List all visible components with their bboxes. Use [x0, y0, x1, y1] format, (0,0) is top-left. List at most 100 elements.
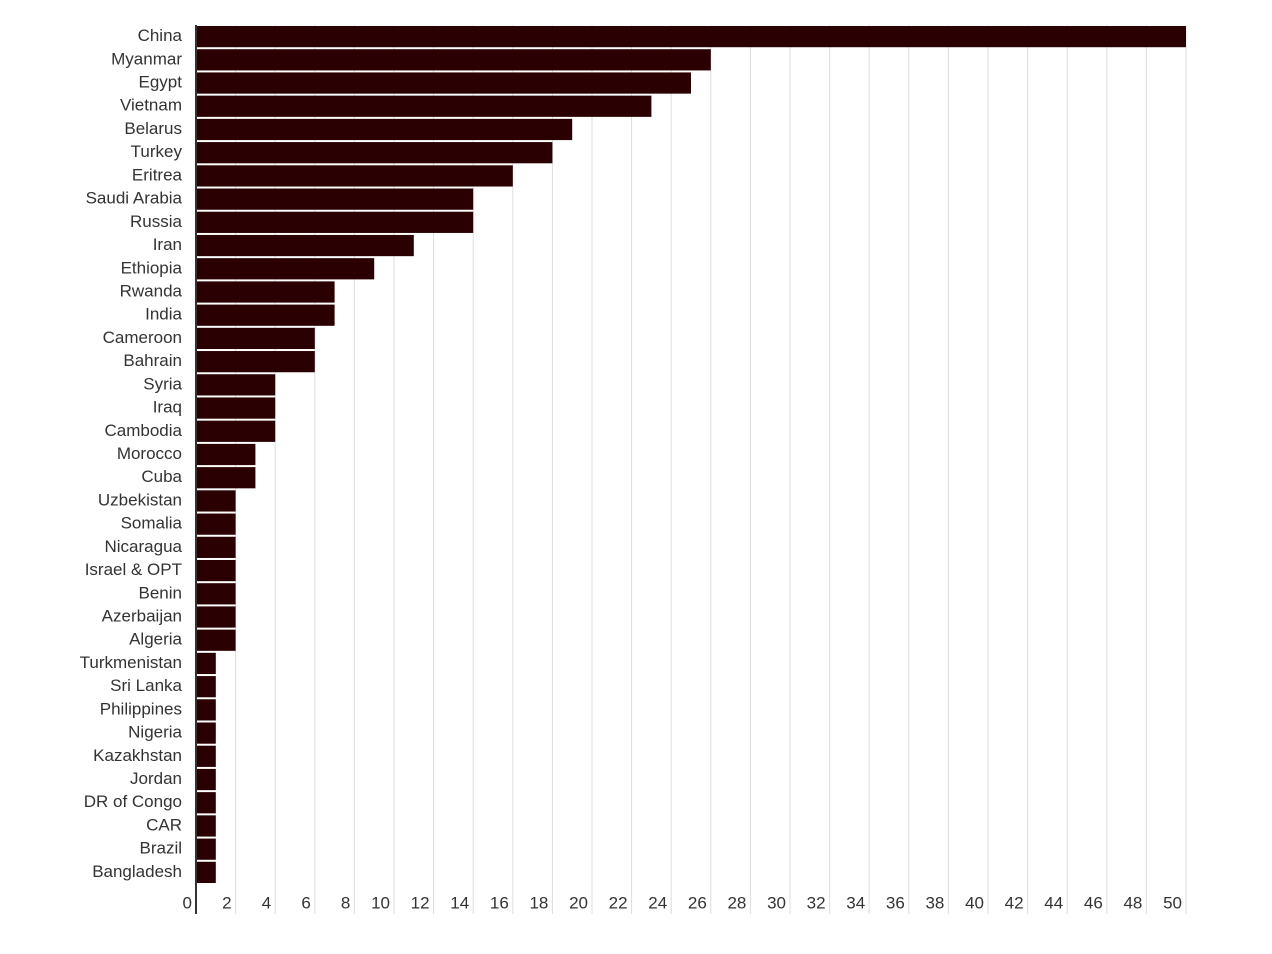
bar — [196, 838, 216, 860]
y-tick-label: Algeria — [129, 630, 182, 649]
bar — [196, 467, 256, 489]
bar — [196, 420, 276, 442]
x-tick-label: 14 — [450, 893, 469, 912]
bar — [196, 188, 474, 210]
x-tick-label: 28 — [727, 893, 746, 912]
y-tick-label: Vietnam — [120, 96, 182, 115]
y-tick-label: Iraq — [153, 398, 182, 417]
y-tick-label: Nigeria — [128, 723, 182, 742]
y-tick-label: Myanmar — [111, 49, 182, 68]
x-tick-label: 42 — [1005, 893, 1024, 912]
bar — [196, 768, 216, 791]
bar — [196, 281, 335, 303]
y-tick-label: Somalia — [121, 514, 183, 533]
x-tick-label: 36 — [886, 893, 905, 912]
x-tick-label: 46 — [1084, 893, 1103, 912]
y-tick-label: Turkmenistan — [80, 653, 182, 672]
y-tick-label: Morocco — [117, 444, 182, 463]
y-tick-label: Brazil — [139, 839, 182, 858]
x-tick-label: 38 — [925, 893, 944, 912]
y-tick-label: Cameroon — [103, 328, 182, 347]
bar — [196, 815, 216, 837]
y-tick-label: Bahrain — [123, 351, 182, 370]
y-tick-label: China — [138, 26, 183, 45]
bar — [196, 559, 236, 582]
y-tick-label: Eritrea — [132, 165, 183, 184]
bar — [196, 49, 711, 71]
y-tick-label: Philippines — [100, 699, 182, 718]
bar — [196, 258, 375, 280]
bar — [196, 583, 236, 605]
bar — [196, 374, 276, 396]
x-tick-label: 26 — [688, 893, 707, 912]
y-tick-label: Jordan — [130, 769, 182, 788]
bar — [196, 652, 216, 675]
y-tick-label: Ethiopia — [121, 258, 183, 277]
x-tick-label: 50 — [1163, 893, 1182, 912]
bar — [196, 490, 236, 512]
bar — [196, 95, 652, 117]
y-tick-label: Egypt — [139, 73, 183, 92]
x-tick-label: 34 — [846, 893, 865, 912]
bar — [196, 72, 691, 94]
x-tick-label: 18 — [529, 893, 548, 912]
y-tick-label: Uzbekistan — [98, 490, 182, 509]
y-tick-label: Bangladesh — [92, 862, 182, 881]
x-tick-label: 48 — [1123, 893, 1142, 912]
x-tick-label: 22 — [609, 893, 628, 912]
y-tick-label: Saudi Arabia — [86, 189, 183, 208]
bar — [196, 606, 236, 628]
x-tick-label: 30 — [767, 893, 786, 912]
x-tick-label: 8 — [341, 893, 350, 912]
x-tick-label: 10 — [371, 893, 390, 912]
y-tick-label: Iran — [153, 235, 182, 254]
y-tick-label: Kazakhstan — [93, 746, 182, 765]
x-tick-label: 40 — [965, 893, 984, 912]
bar — [196, 699, 216, 721]
bar — [196, 443, 256, 466]
bar — [196, 351, 315, 373]
bar — [196, 142, 553, 164]
x-tick-label: 16 — [490, 893, 509, 912]
y-tick-label: Syria — [143, 374, 182, 393]
bar — [196, 629, 236, 651]
bar — [196, 513, 236, 535]
bar — [196, 792, 216, 814]
bar — [196, 536, 236, 558]
y-tick-label: Israel & OPT — [85, 560, 182, 579]
x-tick-label: 12 — [411, 893, 430, 912]
bar — [196, 304, 335, 326]
x-tick-label: 4 — [262, 893, 271, 912]
bar — [196, 397, 276, 419]
bar — [196, 327, 315, 350]
y-tick-label: Cambodia — [105, 421, 183, 440]
x-tick-label: 20 — [569, 893, 588, 912]
y-tick-label: Cuba — [141, 467, 182, 486]
x-tick-label: 24 — [648, 893, 667, 912]
bar — [196, 722, 216, 744]
x-tick-label: 6 — [301, 893, 310, 912]
bar — [196, 211, 474, 233]
x-tick-label: 0 — [183, 893, 192, 912]
bar — [196, 26, 1186, 48]
bar — [196, 861, 216, 883]
y-tick-label: Belarus — [124, 119, 182, 138]
y-tick-label: Azerbaijan — [102, 606, 182, 625]
y-tick-label: Benin — [139, 583, 182, 602]
y-tick-label: CAR — [146, 815, 182, 834]
bar — [196, 745, 216, 767]
x-tick-label: 2 — [222, 893, 231, 912]
y-tick-label: Sri Lanka — [110, 676, 182, 695]
x-tick-label: 32 — [807, 893, 826, 912]
bar — [196, 165, 513, 187]
bar — [196, 676, 216, 698]
bar — [196, 234, 414, 257]
y-tick-label: Russia — [130, 212, 183, 231]
bar — [196, 118, 573, 141]
y-tick-label: Turkey — [131, 142, 183, 161]
y-tick-label: India — [145, 305, 182, 324]
x-tick-label: 44 — [1044, 893, 1063, 912]
y-tick-label: DR of Congo — [84, 792, 182, 811]
y-tick-label: Rwanda — [120, 281, 183, 300]
